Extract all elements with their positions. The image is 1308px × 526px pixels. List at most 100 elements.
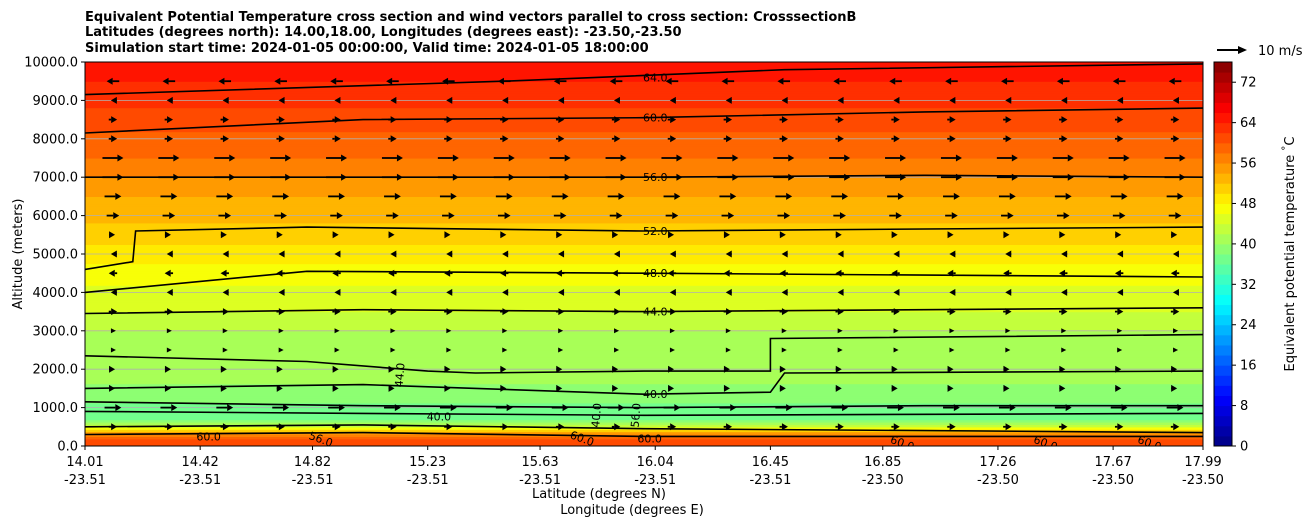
colorbar-band <box>1214 395 1232 407</box>
wind-vector <box>162 212 176 220</box>
field-band <box>85 333 1203 337</box>
wind-vector <box>723 135 733 143</box>
wind-vector <box>332 135 341 143</box>
field-band <box>85 405 1203 409</box>
y-tick-label: 7000.0 <box>33 171 79 186</box>
wind-vector <box>108 116 118 124</box>
wind-vector <box>1003 116 1012 124</box>
field-band <box>85 155 1203 159</box>
contour-label: 44.0 <box>643 306 668 319</box>
wind-vector <box>669 96 676 104</box>
wind-vector <box>166 250 173 258</box>
wind-vector <box>158 173 180 181</box>
wind-vector <box>500 116 509 124</box>
wind-vector <box>388 231 395 239</box>
contour-44.0 <box>85 307 1203 315</box>
field-band <box>85 76 1203 80</box>
field-band <box>85 419 1203 423</box>
wind-vector <box>1115 365 1122 373</box>
field-band <box>85 244 1203 248</box>
field-band <box>85 266 1203 269</box>
wind-vector <box>222 250 229 258</box>
wind-vector <box>164 308 174 316</box>
wind-vector <box>773 173 795 181</box>
wind-vector <box>1170 308 1180 316</box>
wind-vector <box>725 288 732 296</box>
field-band <box>85 412 1203 416</box>
field-band <box>85 100 1203 104</box>
field-band <box>85 306 1203 310</box>
wind-vector <box>216 192 234 200</box>
wind-vector <box>1166 192 1184 200</box>
y-tick-label: 9000.0 <box>33 94 79 109</box>
wind-vector <box>220 423 229 431</box>
field-band <box>85 374 1203 377</box>
wind-vector <box>332 365 339 373</box>
wind-vector <box>1003 308 1012 316</box>
field-band <box>85 112 1203 116</box>
wind-vector <box>837 288 844 296</box>
wind-vector <box>667 423 677 431</box>
x-tick-label-lon: -23.51 <box>519 473 561 488</box>
wind-vector <box>835 365 842 373</box>
wind-vector <box>1056 212 1070 220</box>
wind-vector <box>332 384 339 392</box>
wind-vector <box>607 192 625 200</box>
wind-vector <box>725 250 732 258</box>
field-band <box>85 400 1203 404</box>
contour-label: 56.0 <box>643 171 668 184</box>
wind-vector <box>609 212 623 220</box>
wind-vector <box>220 308 229 316</box>
colorbar-band <box>1214 223 1232 235</box>
x-tick-label-lat: 16.85 <box>864 455 901 470</box>
wind-vector <box>334 347 340 353</box>
wind-vector <box>109 384 116 392</box>
wind-vector <box>386 212 399 220</box>
quiver-key-label: 10 m/s <box>1258 44 1303 59</box>
wind-vector <box>885 154 907 162</box>
wind-vector <box>723 269 733 277</box>
wind-vector <box>1110 192 1128 200</box>
wind-vector <box>947 116 956 124</box>
wind-vector <box>1172 288 1179 296</box>
contour-label: 52.0 <box>643 225 668 238</box>
wind-vector <box>996 173 1018 181</box>
colorbar-tick-label: 32 <box>1240 278 1257 293</box>
wind-vector <box>444 365 451 373</box>
wind-vector <box>779 423 788 431</box>
wind-vector <box>613 288 620 296</box>
wind-vector <box>1001 77 1014 85</box>
wind-vector <box>1005 347 1011 353</box>
field-band <box>85 318 1203 322</box>
wind-vector <box>106 77 120 85</box>
field-band <box>85 215 1203 219</box>
wind-vector <box>278 347 284 353</box>
field-band <box>85 117 1203 121</box>
wind-vector <box>442 212 455 220</box>
contour-label: 60.0 <box>643 112 668 125</box>
wind-vector <box>779 116 788 124</box>
y-axis-label: Altitude (meters) <box>11 199 26 310</box>
wind-vector <box>164 135 174 143</box>
wind-vector <box>446 328 452 334</box>
field-band <box>85 270 1203 274</box>
x-tick-label-lon: -23.51 <box>407 473 449 488</box>
field-band <box>85 275 1203 279</box>
wind-vector <box>943 404 960 412</box>
wind-vector <box>444 231 451 239</box>
field-band <box>85 162 1203 166</box>
wind-vector <box>837 250 844 258</box>
wind-vector <box>388 269 397 277</box>
wind-vector <box>332 231 339 239</box>
wind-vector <box>106 212 120 220</box>
field-band <box>85 138 1203 142</box>
field-band <box>85 225 1203 229</box>
wind-vector <box>446 288 453 296</box>
wind-vector <box>497 77 511 85</box>
wind-vector <box>166 288 173 296</box>
wind-vector <box>1054 404 1072 412</box>
colorbar-band <box>1214 375 1232 386</box>
wind-vector <box>216 404 234 412</box>
wind-vector <box>947 384 954 392</box>
wind-vector <box>1059 116 1068 124</box>
